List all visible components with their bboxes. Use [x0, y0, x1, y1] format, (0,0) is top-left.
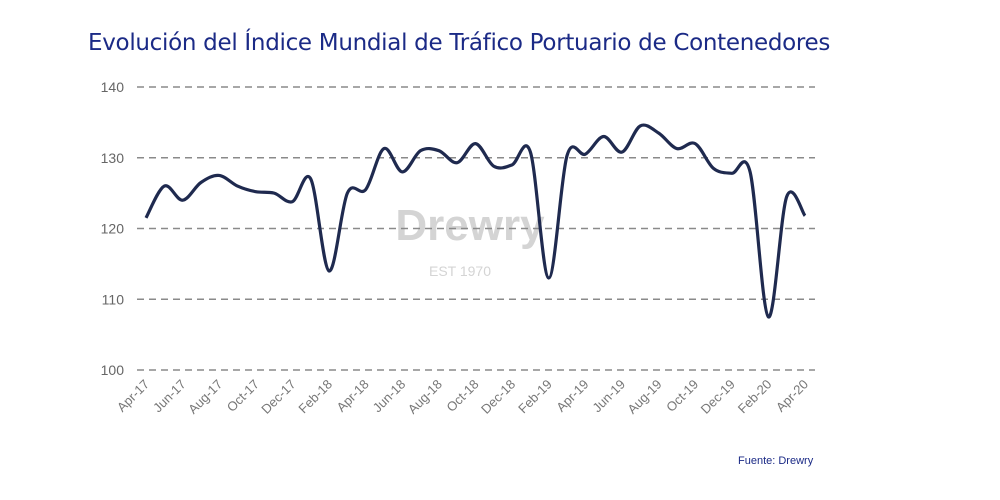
x-tick-label: Jun-18: [370, 377, 409, 416]
y-tick-label: 120: [101, 221, 125, 237]
x-tick-label: Dec-19: [698, 377, 738, 417]
x-tick-label: Oct-18: [443, 377, 481, 415]
x-tick-label: Dec-18: [478, 377, 518, 417]
chart-title: Evolución del Índice Mundial de Tráfico …: [88, 30, 831, 56]
watermark-logo: Drewry: [395, 201, 545, 250]
x-tick-label: Dec-17: [258, 377, 298, 417]
source-note: Fuente: Drewry: [738, 455, 814, 467]
x-tick-label: Apr-18: [334, 377, 372, 415]
x-tick-label: Feb-19: [515, 377, 555, 417]
x-tick-label: Aug-19: [624, 377, 664, 417]
x-tick-label: Oct-19: [663, 377, 701, 415]
x-tick-label: Feb-20: [735, 377, 775, 417]
watermark-est: EST 1970: [429, 263, 491, 279]
y-tick-label: 110: [102, 291, 125, 307]
y-tick-label: 140: [101, 79, 125, 95]
y-tick-label: 100: [101, 362, 125, 378]
y-tick-label: 130: [101, 150, 125, 166]
series-line: [144, 123, 807, 319]
x-tick-label: Jun-19: [589, 377, 628, 416]
x-tick-label: Apr-20: [773, 377, 811, 415]
x-tick-label: Apr-19: [553, 377, 591, 415]
x-tick-label: Oct-17: [224, 377, 262, 415]
x-tick-label: Aug-17: [185, 377, 225, 417]
x-tick-label: Aug-18: [405, 377, 445, 417]
x-tick-label: Jun-17: [150, 377, 189, 416]
x-tick-label: Apr-17: [114, 377, 152, 415]
x-tick-label: Feb-18: [295, 377, 335, 417]
